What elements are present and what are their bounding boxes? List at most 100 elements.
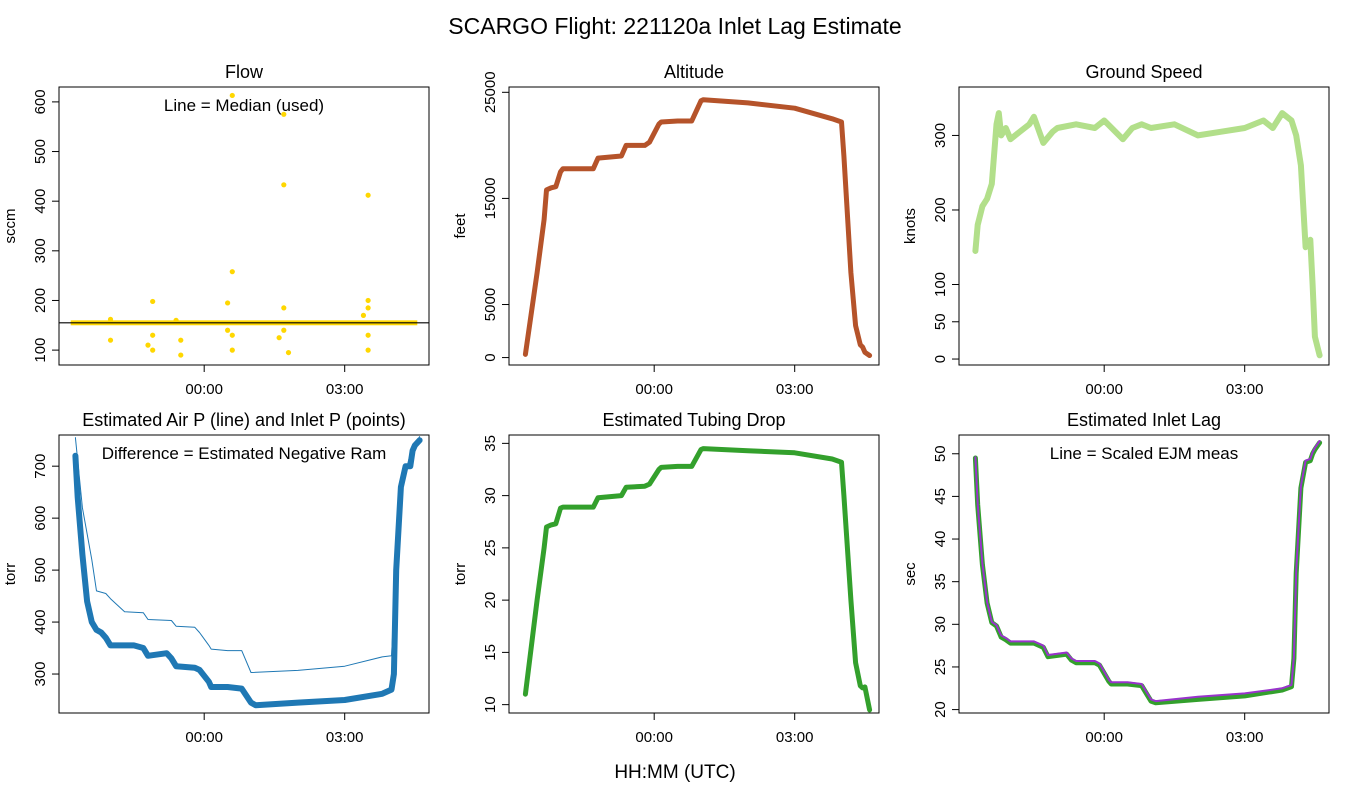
y-tick-label: 50 [932, 445, 949, 462]
panel-inlet-lag: Estimated Inlet Lag sec 20 25 30 35 40 45 50 00:0… [902, 410, 1330, 746]
panel-ground-speed: Ground Speed knots 0 50 100 200 300 00:00 03:00 [902, 62, 1330, 398]
y-tick-label: 20 [482, 592, 499, 609]
panel-annotation: Line = Median (used) [164, 96, 324, 115]
y-tick-label: 50 [932, 313, 949, 330]
y-tick-label: 700 [32, 454, 49, 479]
flow-point [178, 337, 184, 343]
panel-annotation: Line = Scaled EJM meas [1050, 444, 1239, 463]
y-tick-label: 300 [32, 238, 49, 263]
panel-tubing-drop: Estimated Tubing Drop torr 10 15 20 25 30 35 00:… [452, 410, 880, 746]
y-tick-label: 15000 [482, 178, 499, 220]
y-tick-label: 40 [932, 531, 949, 548]
x-tick-label: 03:00 [326, 729, 364, 746]
panel-flow: Flow sccm 100 200 300 400 500 600 00:00 03:00 Line… [2, 62, 430, 398]
panel-annotation: Difference = Estimated Negative Ram [102, 444, 387, 463]
figure-xlabel: HH:MM (UTC) [614, 762, 735, 783]
y-tick-label: 25 [932, 659, 949, 676]
y-axis-label: feet [452, 213, 469, 239]
y-axis-label: knots [902, 208, 919, 244]
panel-title: Altitude [664, 62, 724, 82]
flow-point [173, 317, 179, 323]
y-tick-label: 25 [482, 540, 499, 557]
y-axis-label: sec [902, 562, 919, 586]
flow-point [365, 305, 371, 311]
flow-point [276, 335, 282, 341]
panel-title: Ground Speed [1085, 62, 1202, 82]
y-tick-label: 30 [482, 487, 499, 504]
plot-area [522, 97, 873, 358]
flow-point [225, 327, 231, 333]
y-tick-label: 500 [32, 139, 49, 164]
flow-point [229, 269, 235, 275]
series-line-tubing-drop [522, 446, 873, 713]
flow-point [285, 349, 292, 356]
y-tick-label: 45 [932, 488, 949, 505]
plot-frame [508, 434, 880, 714]
flow-point [150, 298, 156, 305]
panel-title: Estimated Inlet Lag [1067, 410, 1221, 430]
panel-title: Estimated Tubing Drop [602, 410, 785, 430]
flow-point [360, 312, 367, 318]
x-tick-label: 00:00 [635, 381, 673, 398]
y-tick-label: 300 [32, 662, 49, 687]
plot-area [522, 446, 873, 713]
y-tick-label: 0 [482, 353, 499, 361]
y-tick-label: 10 [482, 696, 499, 713]
y-axis-label: sccm [2, 209, 19, 244]
series-line-altitude [522, 97, 873, 358]
series-line-scaled-ejm-meas [974, 440, 1321, 703]
plot-frame [508, 86, 880, 366]
plot-area [72, 436, 423, 709]
flow-point [229, 92, 235, 99]
figure-title: SCARGO Flight: 221120a Inlet Lag Estimat… [448, 13, 901, 39]
y-tick-label: 35 [932, 573, 949, 590]
plot-area [972, 440, 1323, 706]
y-tick-label: 600 [32, 89, 49, 114]
x-tick-label: 00:00 [1085, 381, 1123, 398]
flow-point [229, 347, 235, 353]
flow-point [150, 347, 156, 353]
panel-title: Estimated Air P (line) and Inlet P (poin… [82, 410, 406, 430]
y-tick-label: 300 [932, 123, 949, 148]
flow-point [225, 300, 231, 306]
plot-frame [58, 434, 430, 714]
flow-point [365, 297, 371, 304]
plot-area [972, 110, 1323, 359]
y-tick-label: 25000 [482, 71, 499, 113]
y-tick-label: 400 [32, 189, 49, 214]
flow-point [150, 332, 156, 338]
x-tick-label: 03:00 [776, 729, 814, 746]
y-tick-label: 200 [932, 197, 949, 222]
panel-title: Flow [225, 62, 264, 82]
x-tick-label: 00:00 [635, 729, 673, 746]
plot-frame [958, 434, 1330, 714]
flow-point [281, 111, 287, 117]
flow-point [229, 332, 235, 338]
y-axis-label: torr [452, 563, 469, 586]
series-line-inlet-p [72, 437, 423, 709]
flow-point [107, 316, 114, 322]
series-line-ground-speed [972, 110, 1323, 359]
x-tick-label: 00:00 [185, 729, 223, 746]
x-tick-label: 03:00 [326, 381, 364, 398]
flow-point [365, 347, 371, 353]
y-tick-label: 20 [932, 701, 949, 718]
flow-point [365, 332, 371, 338]
flow-point [145, 342, 151, 348]
flow-point [281, 327, 287, 333]
plot-frame [58, 86, 430, 366]
y-tick-label: 400 [32, 610, 49, 635]
y-tick-label: 200 [32, 288, 49, 313]
flow-point [281, 182, 287, 188]
flow-point [281, 305, 287, 311]
y-tick-label: 100 [32, 338, 49, 363]
y-tick-label: 5000 [482, 288, 499, 321]
x-tick-label: 03:00 [1226, 729, 1264, 746]
panel-altitude: Altitude feet 0 5000 15000 25000 00:00 03:00 [452, 62, 880, 398]
series-line-air-p [74, 436, 421, 673]
flow-point [107, 337, 114, 343]
y-tick-label: 500 [32, 558, 49, 583]
series-line-estimated-lag [972, 440, 1323, 706]
